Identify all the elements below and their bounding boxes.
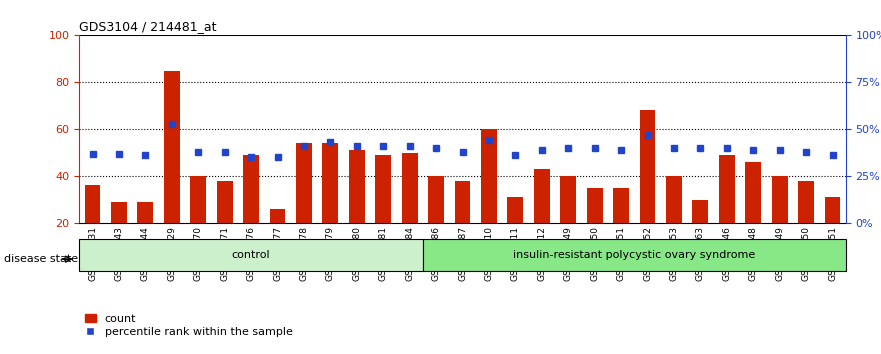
Bar <box>296 143 312 223</box>
Text: disease state: disease state <box>4 254 78 264</box>
Bar <box>507 197 523 223</box>
Bar <box>745 162 761 223</box>
Text: insulin-resistant polycystic ovary syndrome: insulin-resistant polycystic ovary syndr… <box>514 250 755 260</box>
Bar <box>243 155 259 223</box>
Bar <box>587 188 603 223</box>
Bar <box>692 200 708 223</box>
Bar <box>481 129 497 223</box>
Bar <box>613 188 629 223</box>
Bar <box>111 202 127 223</box>
Bar <box>825 197 840 223</box>
Bar <box>640 110 655 223</box>
FancyBboxPatch shape <box>79 239 423 271</box>
Bar <box>137 202 153 223</box>
Legend: count, percentile rank within the sample: count, percentile rank within the sample <box>85 314 292 337</box>
Bar <box>798 181 814 223</box>
Bar <box>428 176 444 223</box>
Text: control: control <box>232 250 270 260</box>
Text: GDS3104 / 214481_at: GDS3104 / 214481_at <box>79 20 217 33</box>
Bar <box>666 176 682 223</box>
Bar <box>270 209 285 223</box>
Bar <box>349 150 365 223</box>
Bar <box>772 176 788 223</box>
Bar <box>455 181 470 223</box>
Bar <box>375 155 391 223</box>
Bar <box>534 169 550 223</box>
Bar <box>85 185 100 223</box>
Bar <box>719 155 735 223</box>
Bar <box>560 176 576 223</box>
Bar <box>164 70 180 223</box>
Bar <box>217 181 233 223</box>
Bar <box>402 153 418 223</box>
Bar <box>190 176 206 223</box>
Bar <box>322 143 338 223</box>
FancyBboxPatch shape <box>423 239 846 271</box>
